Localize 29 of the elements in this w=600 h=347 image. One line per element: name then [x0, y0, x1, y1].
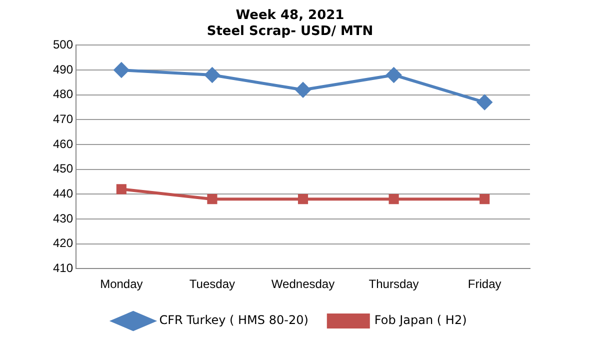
- point: [386, 67, 402, 82]
- x-tick-label: Thursday: [368, 277, 419, 292]
- x-tick-label: Monday: [100, 277, 143, 292]
- point: [388, 194, 399, 204]
- chart-subtitle: Steel Scrap- USD/ MTN: [206, 24, 374, 39]
- legend-label: CFR Turkey ( HMS 80-20): [159, 313, 308, 328]
- point: [477, 94, 492, 110]
- y-tick-label: 430: [52, 211, 74, 226]
- y-tick-label: 460: [52, 136, 74, 151]
- x-tick-label: Wednesday: [271, 277, 335, 292]
- point: [207, 194, 218, 204]
- y-tick-label: 420: [52, 236, 74, 250]
- legend-label: Fob Japan ( H2): [374, 313, 467, 328]
- y-tick-label: 480: [52, 87, 74, 102]
- y-tick-label: 500: [52, 38, 74, 52]
- x-tick-label: Tuesday: [189, 277, 236, 292]
- y-tick-label: 440: [52, 186, 74, 200]
- point: [116, 184, 126, 194]
- y-tick-label: 410: [52, 260, 74, 275]
- y-tick-label: 450: [52, 162, 74, 176]
- x-tick-label: Friday: [468, 277, 502, 292]
- point: [204, 67, 220, 82]
- y-tick-label: 490: [52, 62, 74, 76]
- chart-title: Week 48, 2021: [236, 8, 344, 24]
- y-tick-label: 470: [52, 112, 74, 126]
- point: [480, 194, 490, 204]
- point: [296, 82, 311, 98]
- point: [298, 194, 308, 204]
- point: [114, 62, 129, 78]
